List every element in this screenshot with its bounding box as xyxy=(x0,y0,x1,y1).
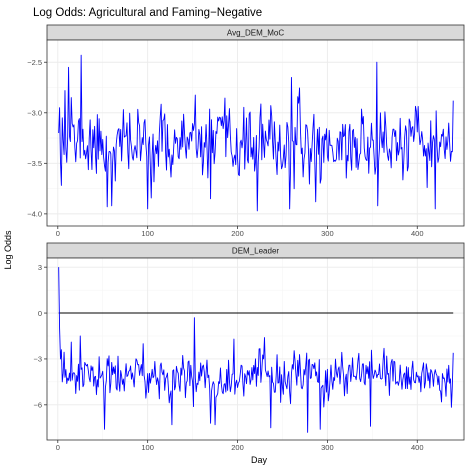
x-tick-label: 0 xyxy=(56,229,60,238)
panel-border xyxy=(46,39,465,227)
x-tick-label: 300 xyxy=(321,229,334,238)
series-line xyxy=(58,54,454,212)
x-tick-label: 100 xyxy=(141,229,154,238)
x-tick-label: 0 xyxy=(56,443,60,452)
panel-avg-dem-moc: Avg_DEM_MoC 0 100 200 300 400 −4.0 −3.5 −3.0 −2.5 xyxy=(27,24,465,238)
facet-strip-label: Avg_DEM_MoC xyxy=(227,29,284,38)
y-tick-label: −2.5 xyxy=(27,58,42,67)
series-line xyxy=(58,267,454,433)
x-tick-label: 200 xyxy=(231,229,244,238)
plot-area xyxy=(47,258,464,440)
x-tick-label: 200 xyxy=(231,443,244,452)
panel-border xyxy=(46,257,465,441)
chart-title: Log Odds: Agricultural and Faming−Negati… xyxy=(33,7,262,19)
y-tick-label: −3.0 xyxy=(27,108,42,117)
x-tick-label: 300 xyxy=(321,443,334,452)
x-tick-label: 400 xyxy=(411,443,424,452)
y-tick-label: −4.0 xyxy=(27,210,42,219)
y-tick-label: 3 xyxy=(38,263,42,272)
y-axis-label: Log Odds xyxy=(3,230,13,270)
x-axis-label: Day xyxy=(251,455,268,465)
x-tick-label: 400 xyxy=(411,229,424,238)
y-tick-label: −3 xyxy=(33,355,42,364)
y-tick-label: −3.5 xyxy=(27,159,42,168)
facet-strip-label: DEM_Leader xyxy=(232,247,279,256)
y-tick-label: 0 xyxy=(38,309,42,318)
plot-area xyxy=(47,40,464,226)
x-tick-label: 100 xyxy=(141,443,154,452)
panel-dem-leader: DEM_Leader 0 100 200 300 400 −6 −3 0 3 xyxy=(33,242,465,452)
y-tick-label: −6 xyxy=(33,401,42,410)
